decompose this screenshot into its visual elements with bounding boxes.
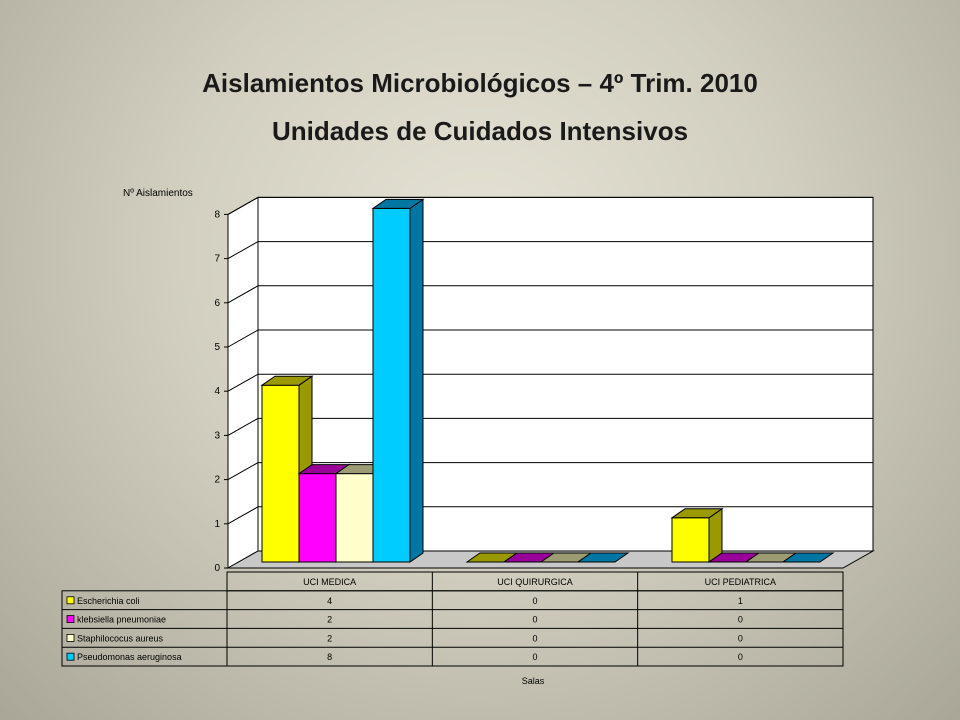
x-axis-label: Salas xyxy=(522,676,545,686)
y-axis: 0 1 2 3 4 5 6 7 8 xyxy=(214,209,229,574)
data-table: UCI MEDICA UCI QUIRURGICA UCI PEDIATRICA Es… xyxy=(61,571,844,667)
table-value-escherichia-coli-uci-quirurgica: 0 xyxy=(532,596,537,606)
table-value-pseudomonas-aeruginosa-uci-medica: 8 xyxy=(327,652,332,662)
gridline xyxy=(227,462,873,481)
table-value-escherichia-coli-uci-pediatrica: 1 xyxy=(738,596,743,606)
table-value-pseudomonas-aeruginosa-uci-pediatrica: 0 xyxy=(738,652,743,662)
bar-front xyxy=(335,473,374,563)
bar-top xyxy=(670,508,724,519)
bar-front xyxy=(261,384,300,563)
legend-label-escherichia-coli: Escherichia coli xyxy=(77,596,140,606)
legend-label-klebsiella-pneumoniae: klebsiella pneumoniae xyxy=(77,615,166,625)
legend-label-pseudomonas-aeruginosa: Pseudomonas aeruginosa xyxy=(77,652,182,662)
y-tick-label: 2 xyxy=(214,475,220,486)
gridline xyxy=(227,196,873,215)
y-tick-label: 8 xyxy=(214,209,220,220)
chart-title-line-2: Unidades de Cuidados Intensivos xyxy=(271,116,689,146)
bars xyxy=(260,198,835,563)
category-label-uci-quirurgica: UCI QUIRURGICA xyxy=(497,577,573,587)
bar-pseudomonas-aeruginosa-uci-quirurgica xyxy=(576,552,630,563)
table-value-klebsiella-pneumoniae-uci-pediatrica: 0 xyxy=(738,615,743,625)
gridline xyxy=(227,329,873,348)
bar-top xyxy=(371,198,425,209)
category-label-uci-medica: UCI MEDICA xyxy=(303,577,356,587)
table-value-klebsiella-pneumoniae-uci-medica: 2 xyxy=(327,615,332,625)
bar-front xyxy=(671,517,710,563)
legend-swatch-staphilococus-aureus xyxy=(66,634,75,642)
y-tick-label: 0 xyxy=(214,563,220,574)
y-tick-label: 3 xyxy=(214,430,220,441)
table-value-staphilococus-aureus-uci-quirurgica: 0 xyxy=(532,633,537,643)
bar-pseudomonas-aeruginosa-uci-pediatrica xyxy=(781,552,835,563)
bar-top xyxy=(576,552,630,563)
y-tick-label: 7 xyxy=(214,254,220,265)
y-tick-label: 4 xyxy=(214,386,220,397)
table-value-escherichia-coli-uci-medica: 4 xyxy=(327,596,332,606)
gridline xyxy=(227,285,873,304)
y-tick-label: 6 xyxy=(214,298,220,309)
gridline xyxy=(227,241,873,260)
gridline xyxy=(227,373,873,392)
table-value-pseudomonas-aeruginosa-uci-quirurgica: 0 xyxy=(532,652,537,662)
legend-swatch-klebsiella-pneumoniae xyxy=(66,615,75,623)
bar-escherichia-coli-uci-pediatrica xyxy=(670,507,724,563)
bar-front xyxy=(298,473,337,563)
table-value-staphilococus-aureus-uci-pediatrica: 0 xyxy=(738,633,743,643)
bar-front xyxy=(372,207,411,563)
gridlines xyxy=(227,196,873,525)
bar-top xyxy=(781,552,835,563)
bar-top xyxy=(260,375,314,386)
table-value-klebsiella-pneumoniae-uci-quirurgica: 0 xyxy=(532,615,537,625)
gridline xyxy=(227,417,873,436)
legend-swatch-escherichia-coli xyxy=(66,596,75,605)
table-value-staphilococus-aureus-uci-medica: 2 xyxy=(327,633,332,643)
category-label-uci-pediatrica: UCI PEDIATRICA xyxy=(705,577,776,587)
legend-label-staphilococus-aureus: Staphilococus aureus xyxy=(77,633,164,643)
chart-title-line-1: Aislamientos Microbiológicos – 4º Trim. … xyxy=(202,68,758,98)
legend-swatch-pseudomonas-aeruginosa xyxy=(66,652,75,661)
y-axis-label: Nº Aislamientos xyxy=(123,188,193,199)
gridline xyxy=(227,506,873,525)
bar-side xyxy=(409,198,424,563)
y-tick-label: 5 xyxy=(214,342,220,353)
y-tick-label: 1 xyxy=(214,519,220,530)
bar-pseudomonas-aeruginosa-uci-medica xyxy=(371,198,425,563)
